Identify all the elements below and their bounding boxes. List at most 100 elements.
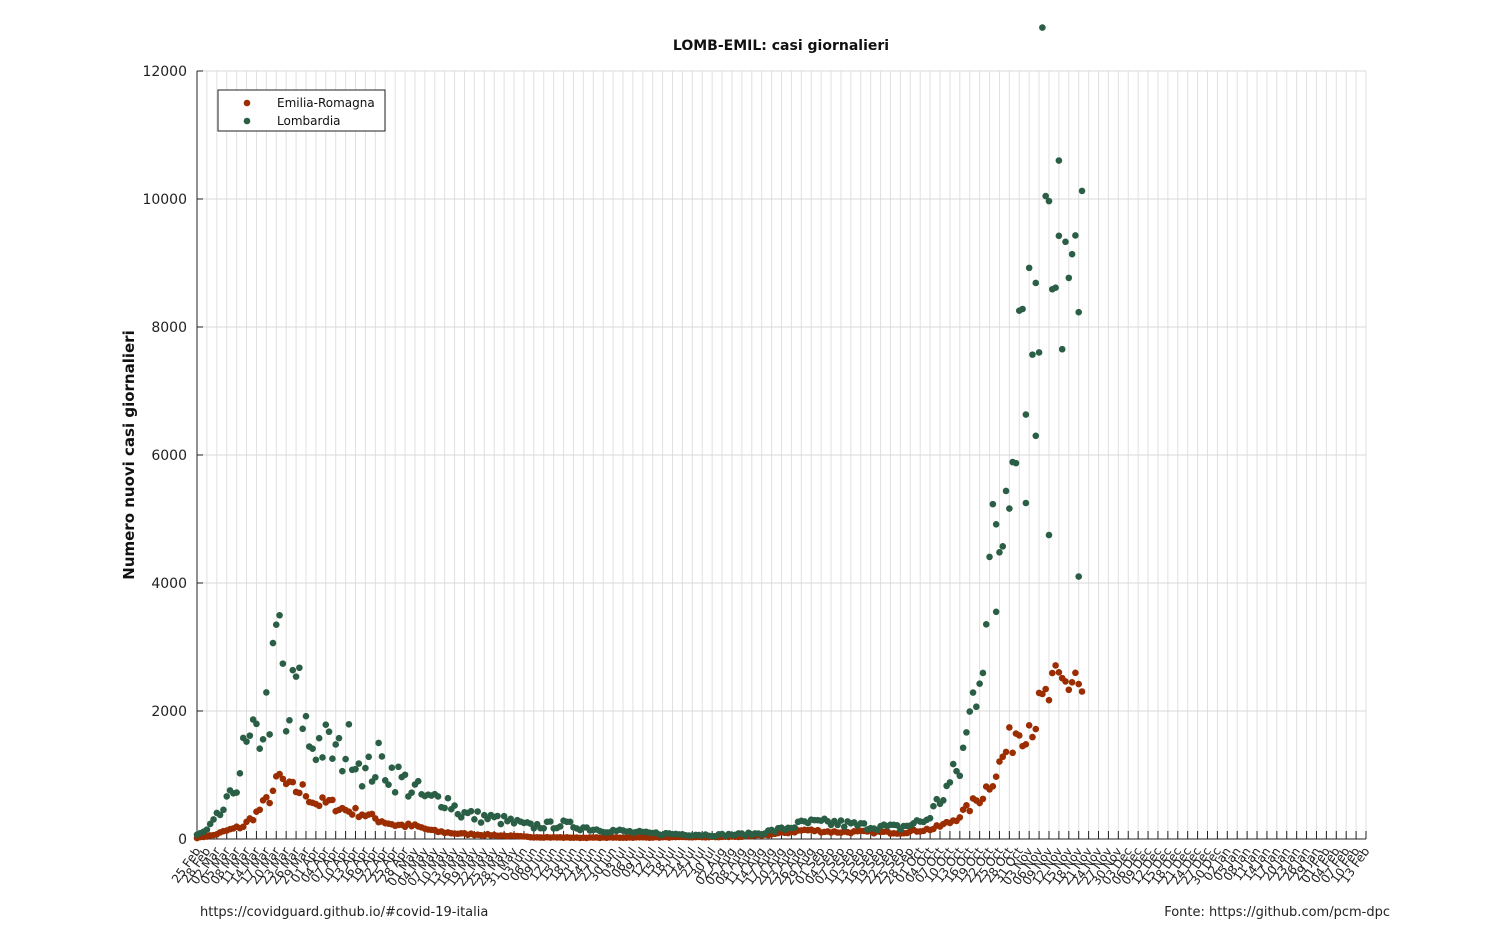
point-lombardia [391,789,399,796]
point-lombardia [246,732,254,739]
point-lombardia [269,639,277,647]
point-lombardia [457,814,465,821]
point-lombardia [946,779,954,786]
point-lombardia [263,689,270,696]
point-lombardia [302,712,310,720]
point-emilia-romagna [266,799,273,807]
point-lombardia [1006,505,1013,512]
point-lombardia [256,745,264,753]
y-tick-label: 0 [178,832,187,848]
point-lombardia [434,793,442,800]
point-emilia-romagna [1048,669,1056,677]
point-emilia-romagna [329,796,336,804]
point-emilia-romagna [319,794,326,801]
point-lombardia [471,816,478,823]
point-lombardia [1025,264,1033,272]
point-lombardia [1075,573,1083,580]
point-emilia-romagna [1022,740,1030,748]
legend-box [217,89,386,132]
point-lombardia [966,708,974,715]
legend-marker [243,117,251,125]
point-emilia-romagna [1032,725,1040,733]
point-emilia-romagna [299,781,306,788]
point-emilia-romagna [979,795,987,803]
point-lombardia [996,549,1003,556]
point-emilia-romagna [999,753,1007,761]
point-emilia-romagna [315,802,323,810]
legend-label: Emilia-Romagna [277,96,375,110]
y-tick-label: 2000 [151,704,187,720]
point-lombardia [385,781,392,789]
point-lombardia [963,729,970,736]
point-lombardia [837,817,845,824]
y-axis-label: Numero nuovi casi giornalieri [120,330,138,579]
point-lombardia [286,716,293,724]
point-lombardia [375,739,382,747]
point-lombardia [1022,411,1030,418]
point-lombardia [325,728,333,736]
point-lombardia [1039,24,1046,31]
point-emilia-romagna [963,801,970,809]
point-lombardia [292,673,300,680]
point-lombardia [926,814,934,822]
point-emilia-romagna [966,807,974,815]
point-lombardia [203,826,211,833]
point-emilia-romagna [989,783,997,790]
y-tick-label: 10000 [142,192,187,208]
point-lombardia [444,794,452,802]
point-emilia-romagna [276,770,283,778]
point-emilia-romagna [1015,732,1023,739]
point-emilia-romagna [256,806,264,814]
point-lombardia [332,741,339,748]
point-emilia-romagna [348,811,356,818]
point-lombardia [358,782,366,790]
point-lombardia [299,725,306,733]
point-lombardia [210,816,217,823]
point-lombardia [1055,157,1063,164]
y-tick-label: 8000 [151,320,187,336]
point-lombardia [477,819,485,826]
point-lombardia [408,789,415,796]
point-emilia-romagna [1039,690,1046,698]
point-lombardia [1032,279,1040,287]
point-lombardia [451,802,458,809]
point-lombardia [940,797,947,804]
point-lombardia [556,823,564,830]
point-emilia-romagna [289,778,297,786]
legend-label: Lombardia [277,114,341,128]
point-lombardia [266,731,273,738]
data-points [193,24,1086,842]
point-lombardia [1055,232,1063,240]
point-lombardia [497,820,505,828]
point-lombardia [1002,487,1010,495]
point-lombardia [414,777,422,785]
point-lombardia [1065,274,1073,282]
point-lombardia [319,754,326,761]
point-lombardia [372,773,379,781]
point-lombardia [309,745,316,752]
point-lombardia [949,760,957,768]
point-lombardia [279,660,287,667]
point-lombardia [474,808,481,815]
point-lombardia [979,669,987,677]
point-emilia-romagna [239,823,247,831]
point-lombardia [345,721,353,728]
point-lombardia [401,771,409,779]
point-lombardia [953,767,960,775]
point-lombardia [1072,232,1079,239]
point-emilia-romagna [1052,662,1059,669]
point-emilia-romagna [1055,669,1063,676]
point-lombardia [253,720,260,728]
point-lombardia [365,753,373,761]
point-lombardia [547,818,554,825]
point-lombardia [500,812,508,820]
point-emilia-romagna [269,787,277,795]
point-lombardia [527,820,534,827]
point-lombardia [216,811,224,819]
point-lombardia [1062,238,1069,246]
footer-source-link[interactable]: https://covidguard.github.io/#covid-19-i… [200,905,489,920]
point-lombardia [206,820,214,828]
point-emilia-romagna [263,793,270,801]
point-lombardia [1032,432,1040,440]
